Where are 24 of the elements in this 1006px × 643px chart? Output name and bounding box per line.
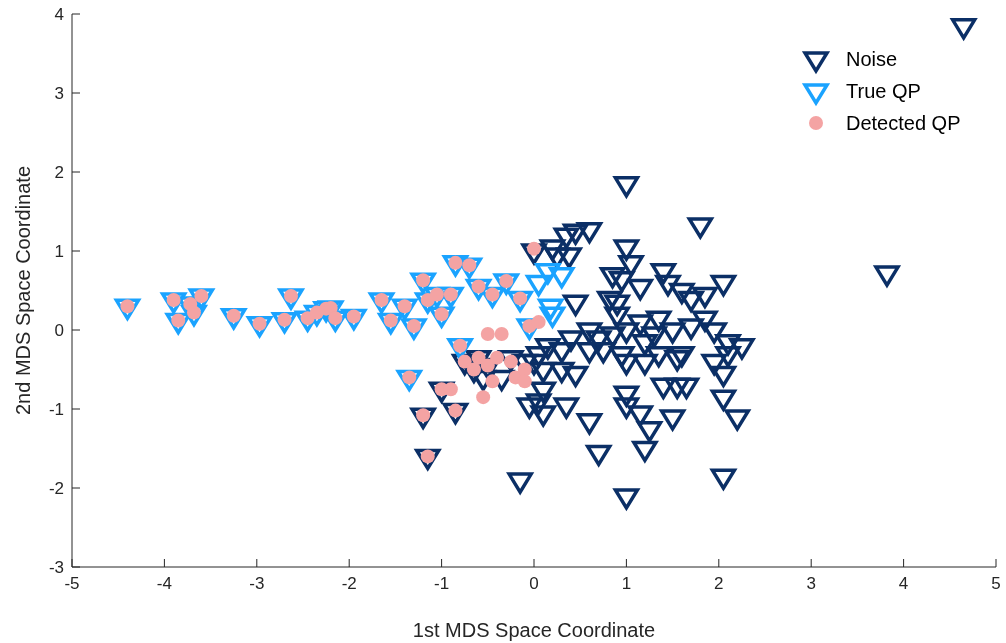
y-tick-label: 1 — [54, 242, 64, 261]
legend-label: True QP — [846, 80, 921, 102]
x-tick-label: -5 — [64, 574, 80, 593]
y-tick-label: 0 — [54, 321, 64, 340]
legend-label: Noise — [846, 48, 898, 70]
x-tick-label: 2 — [714, 574, 724, 593]
y-tick-label: -1 — [48, 400, 64, 419]
y-tick-label: 2 — [54, 163, 64, 182]
x-tick-label: 3 — [806, 574, 816, 593]
y-tick-label: 3 — [54, 84, 64, 103]
legend-label: Detected QP — [846, 112, 961, 134]
y-axis-title: 2nd MDS Space Coordinate — [12, 165, 34, 416]
x-tick-label: 1 — [621, 574, 632, 593]
x-tick-label: -2 — [341, 574, 357, 593]
x-tick-label: 5 — [991, 574, 1001, 593]
y-tick-label: 4 — [54, 5, 64, 24]
x-tick-label: -4 — [156, 574, 172, 593]
x-axis-title: 1st MDS Space Coordinate — [412, 619, 656, 641]
x-tick-label: -3 — [249, 574, 265, 593]
y-tick-label: -3 — [48, 558, 64, 577]
x-tick-label: -1 — [434, 574, 450, 593]
x-tick-label: 4 — [898, 574, 909, 593]
x-tick-label: 0 — [529, 574, 539, 593]
y-tick-label: -2 — [48, 479, 64, 498]
